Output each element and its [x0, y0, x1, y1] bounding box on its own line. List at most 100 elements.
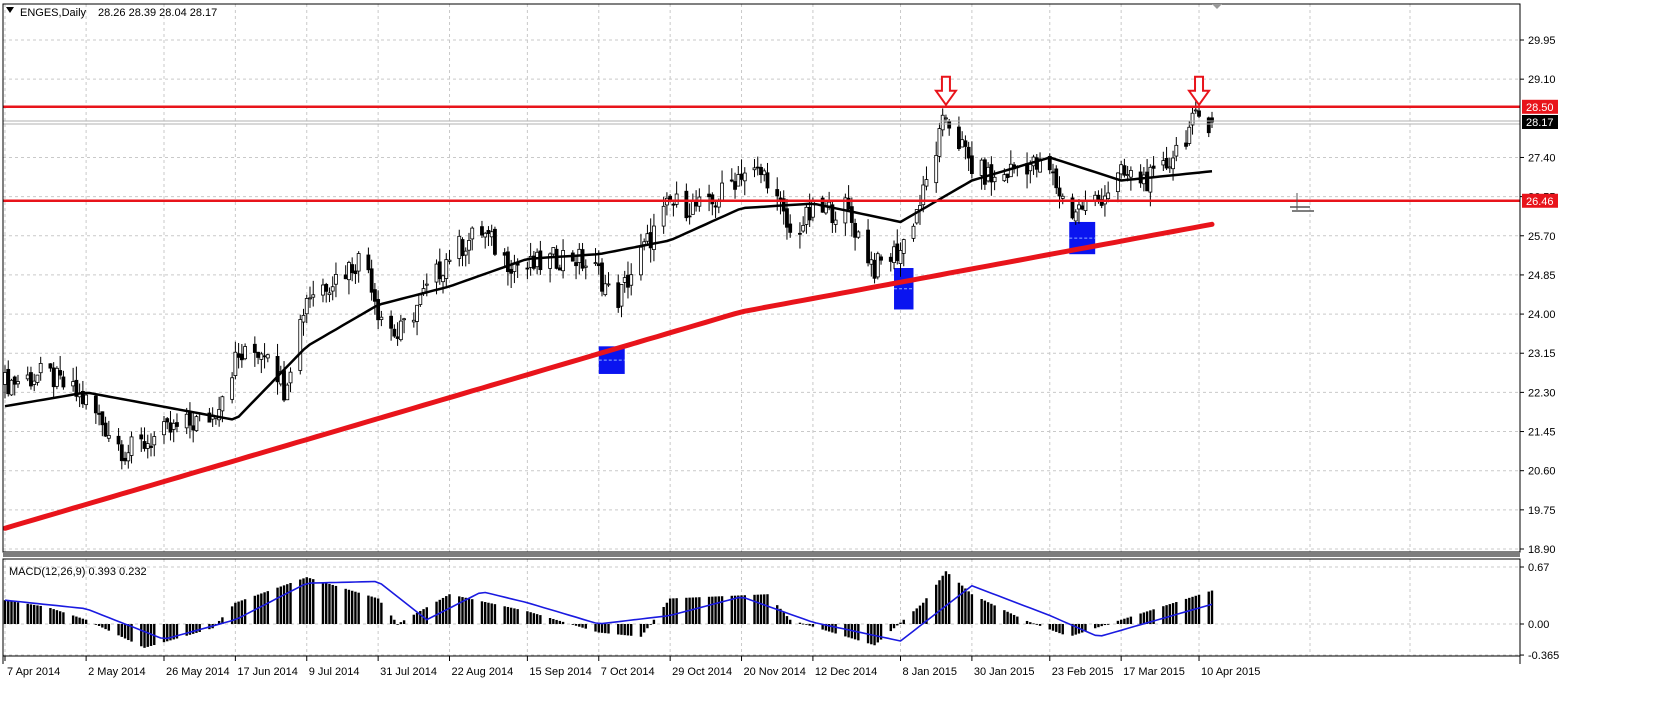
macd-histogram-bar — [13, 601, 16, 624]
candle-body — [1119, 164, 1124, 175]
macd-histogram-bar — [694, 597, 698, 624]
macd-histogram-bar — [130, 624, 133, 642]
macd-histogram-bar — [672, 598, 675, 624]
candle-body — [424, 283, 429, 286]
candle-body — [411, 319, 416, 323]
candle-body — [347, 262, 351, 281]
macd-histogram-bar — [1197, 594, 1201, 624]
macd-histogram-bar — [983, 600, 987, 624]
macd-histogram-bar — [175, 624, 179, 639]
chart-symbol: ENGES,Daily — [20, 7, 87, 19]
candle-body — [710, 194, 715, 205]
macd-histogram-bar — [785, 616, 789, 624]
candle-body — [833, 219, 838, 225]
macd-histogram-bar — [506, 606, 510, 624]
candle-body — [334, 274, 338, 285]
candle-body — [1151, 165, 1156, 169]
candle-body — [434, 263, 439, 283]
candle-body — [934, 154, 939, 184]
support-price-tag: 26.46 — [1526, 196, 1554, 208]
candle-body — [304, 298, 309, 315]
candle-body — [243, 346, 248, 360]
candle-body — [1077, 204, 1081, 210]
current-price-tag: 28.17 — [1526, 117, 1554, 129]
candle-body — [1057, 187, 1062, 197]
macd-histogram-bar — [33, 604, 36, 624]
candle-body — [395, 336, 400, 339]
macd-histogram-bar — [172, 624, 175, 640]
candle-body — [502, 252, 507, 256]
macd-histogram-bar — [415, 612, 419, 624]
candle-body — [123, 457, 127, 462]
date-tick-label: 22 Aug 2014 — [452, 666, 514, 678]
macd-histogram-bar — [1016, 616, 1019, 624]
price-tick-label: 22.30 — [1528, 387, 1556, 399]
macd-histogram-bar — [493, 604, 497, 624]
candle-body — [353, 270, 358, 275]
candle-body — [1073, 211, 1078, 222]
candle-body — [285, 384, 290, 401]
candle-body — [152, 436, 157, 446]
candle-body — [921, 184, 926, 206]
candle-body — [600, 262, 604, 292]
macd-histogram-bar — [834, 624, 837, 634]
macd-histogram-bar — [123, 624, 127, 639]
down-arrow-icon — [1187, 75, 1211, 107]
candle-body — [807, 206, 812, 221]
candle-body — [622, 277, 627, 283]
candle-body — [729, 179, 734, 182]
macd-histogram-bar — [935, 584, 938, 624]
date-tick-label: 30 Jan 2015 — [974, 666, 1035, 678]
macd-histogram-bar — [798, 622, 802, 624]
macd-histogram-bar — [604, 624, 607, 634]
macd-histogram-bar — [526, 611, 529, 624]
macd-histogram-bar — [78, 617, 81, 624]
candle-body — [1060, 195, 1065, 199]
candle-body — [418, 294, 423, 305]
candle-body — [165, 418, 170, 423]
menu-triangle-icon[interactable] — [6, 7, 14, 13]
shift-marker-icon[interactable] — [1212, 4, 1222, 9]
candle-body — [470, 227, 475, 240]
macd-histogram-bar — [334, 585, 338, 624]
macd-histogram-bar — [892, 624, 896, 629]
date-tick-label: 10 Apr 2015 — [1201, 666, 1260, 678]
macd-histogram-bar — [639, 624, 643, 637]
candle-body — [583, 265, 588, 268]
macd-histogram-bar — [711, 596, 714, 624]
candle-body — [32, 380, 37, 385]
date-tick-label: 23 Feb 2015 — [1052, 666, 1114, 678]
price-tick-label: 20.60 — [1528, 466, 1556, 478]
candle-body — [1096, 194, 1101, 200]
macd-histogram-bar — [675, 598, 678, 624]
macd-histogram-bar — [1097, 624, 1100, 628]
candle-body — [1128, 170, 1133, 178]
macd-histogram-bar — [140, 624, 143, 647]
macd-histogram-bar — [1012, 614, 1016, 624]
macd-histogram-bar — [1139, 613, 1142, 624]
macd-histogram-bar — [237, 601, 240, 624]
macd-histogram-bar — [71, 615, 75, 624]
macd-histogram-bar — [509, 607, 513, 624]
macd-histogram-bar — [256, 594, 260, 624]
candle-body — [119, 444, 124, 462]
macd-panel-border — [2, 558, 1521, 657]
macd-histogram-bar — [81, 618, 85, 624]
candle-body — [256, 351, 260, 358]
candle-body — [38, 363, 43, 374]
candle-body — [71, 381, 76, 387]
macd-histogram-bar — [357, 592, 360, 624]
macd-histogram-bar — [490, 603, 493, 624]
date-tick-label: 2 May 2014 — [88, 666, 145, 678]
candle-body — [856, 231, 861, 238]
candle-body — [230, 377, 235, 400]
macd-histogram-bar — [58, 611, 62, 624]
macd-histogram-bar — [532, 613, 536, 624]
candle-body — [321, 284, 325, 296]
candle-body — [801, 225, 806, 232]
candle-body — [239, 353, 244, 361]
macd-histogram-bar — [354, 591, 357, 624]
candle-body — [652, 225, 656, 250]
date-tick-label: 26 May 2014 — [166, 666, 230, 678]
macd-histogram-bar — [321, 582, 325, 624]
